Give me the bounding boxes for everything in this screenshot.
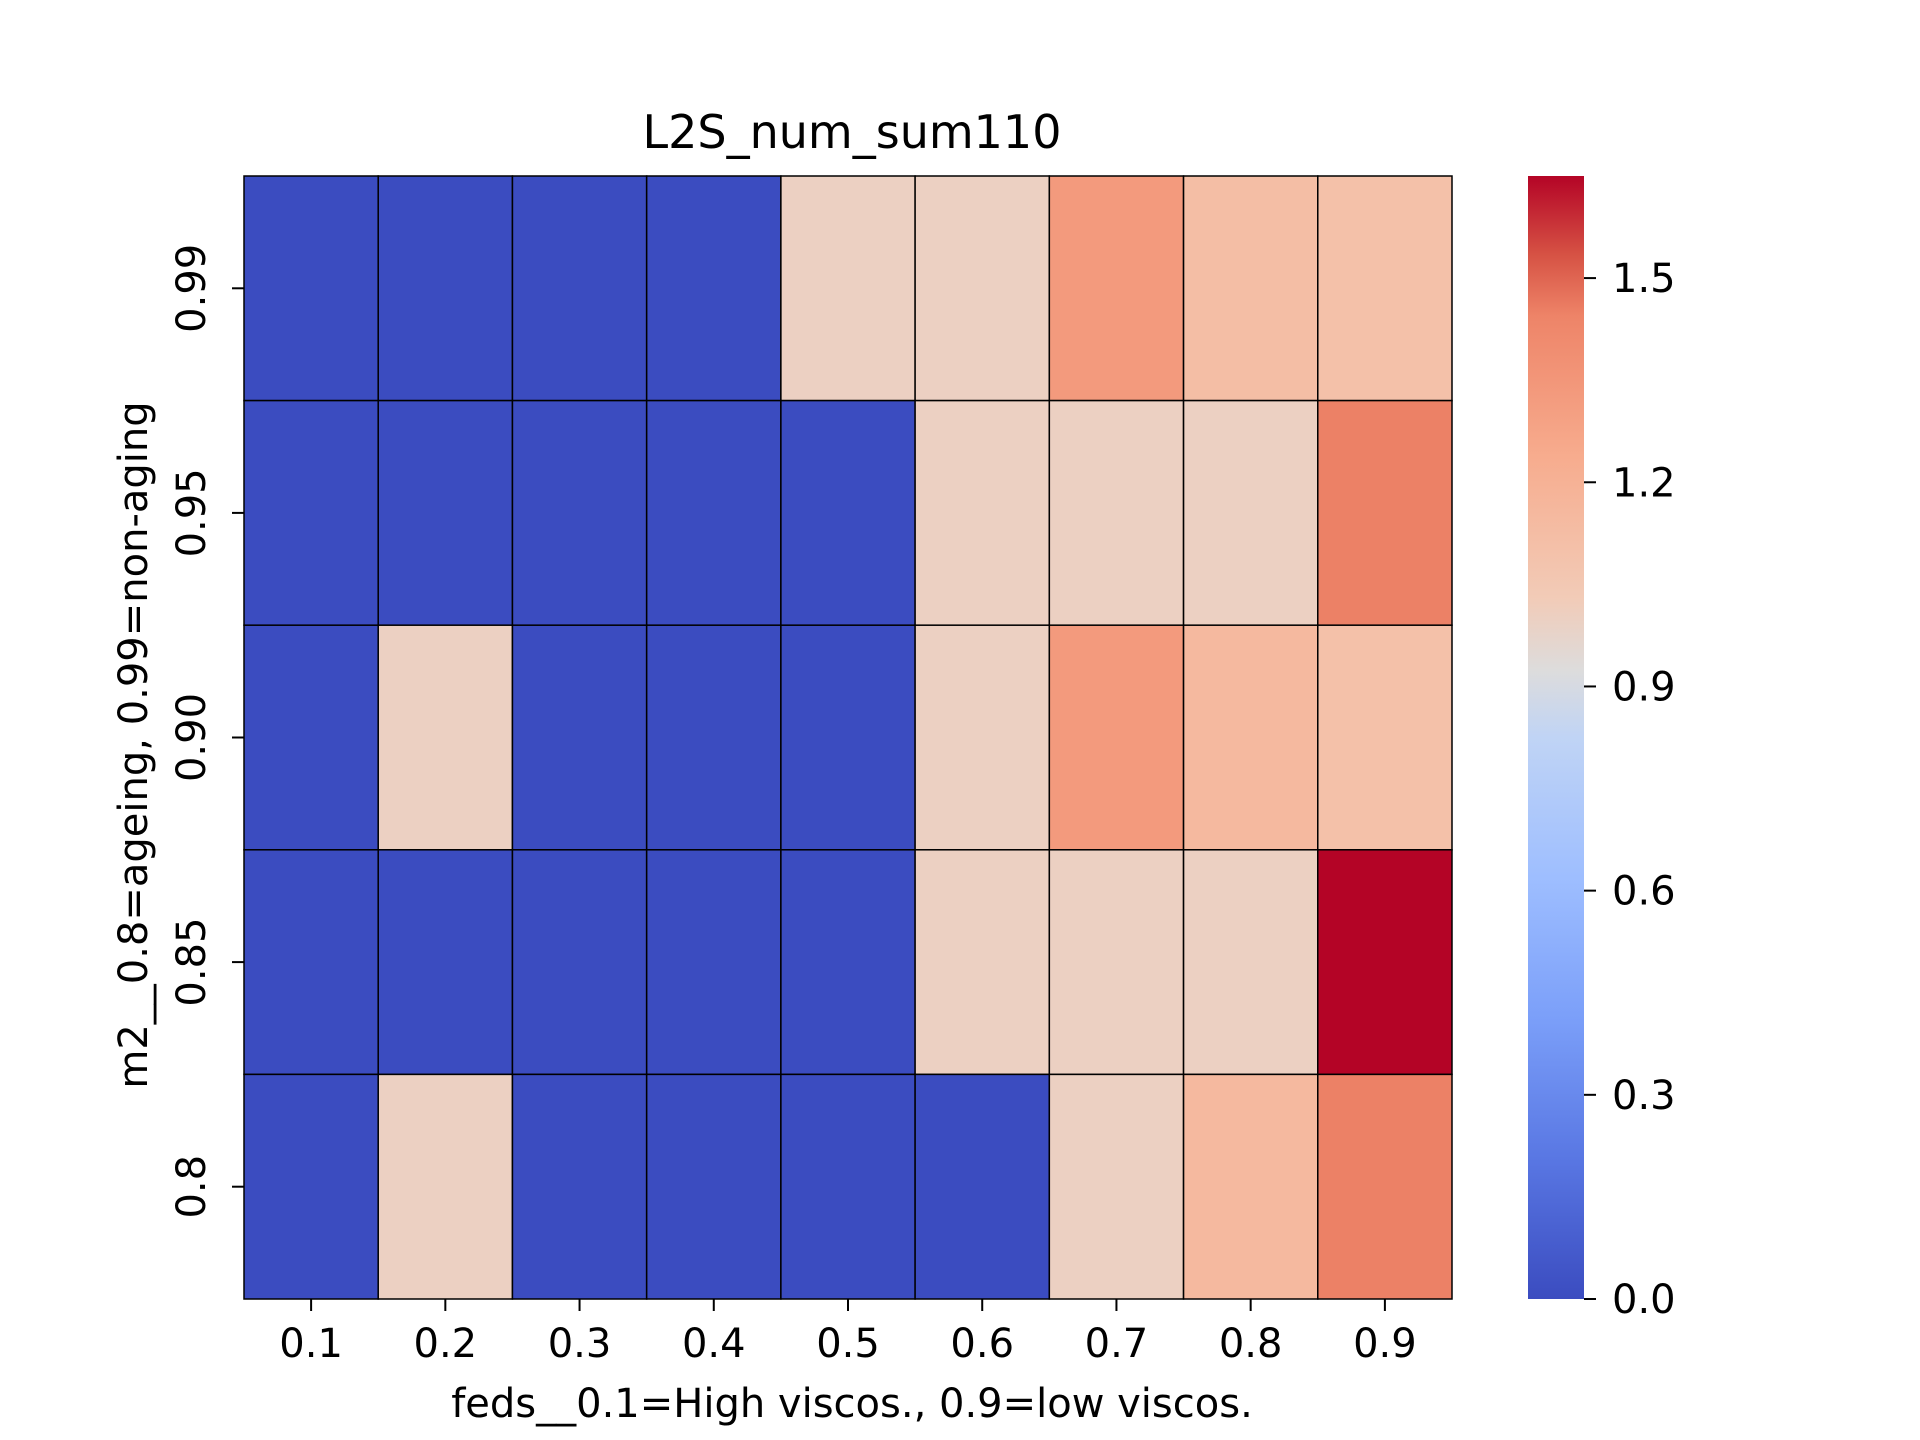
colorbar-tick-label: 1.2: [1612, 460, 1676, 506]
heatmap-cell: [1182, 624, 1319, 851]
heatmap-cell: [511, 399, 648, 626]
heatmap-cell: [1048, 399, 1185, 626]
heatmap-cell: [1048, 624, 1185, 851]
heatmap-cell: [1182, 849, 1319, 1076]
y-axis-label: m2__0.8=ageing, 0.99=non-aging: [111, 401, 157, 1088]
x-tick-label: 0.5: [816, 1321, 880, 1367]
x-tick-label: 0.3: [548, 1321, 612, 1367]
colorbar-tick-label: 0.0: [1612, 1277, 1676, 1323]
heatmap-cell: [780, 849, 916, 1076]
x-tick-label: 0.9: [1353, 1321, 1417, 1367]
heatmap-cell: [511, 849, 648, 1076]
x-axis: 0.1 0.2 0.3 0.4 0.5 0.6 0.7 0.8 0.9: [279, 1299, 1417, 1367]
y-tick-label: 0.99: [169, 244, 215, 333]
heatmap-cell: [377, 849, 514, 1076]
heatmap-cell: [243, 175, 379, 402]
x-tick-label: 0.6: [950, 1321, 1014, 1367]
heatmap-cell: [1182, 175, 1319, 402]
heatmap-cell: [243, 399, 379, 626]
heatmap-cell: [243, 849, 379, 1076]
heatmap-cell: [645, 399, 782, 626]
heatmap-cell: [1317, 1073, 1453, 1300]
heatmap-cell: [243, 624, 379, 851]
heatmap-cell: [1317, 849, 1453, 1076]
heatmap-cell: [1182, 1073, 1319, 1300]
heatmap-cell: [1317, 624, 1453, 851]
heatmap-cell: [1048, 175, 1185, 402]
heatmap-cell: [914, 175, 1051, 402]
heatmap-cell: [1317, 399, 1453, 626]
colorbar: [1528, 176, 1584, 1299]
x-axis-label: feds__0.1=High viscos., 0.9=low viscos.: [451, 1381, 1253, 1427]
x-tick-label: 0.2: [414, 1321, 478, 1367]
heatmap-cell: [377, 624, 514, 851]
heatmap-cell: [645, 1073, 782, 1300]
heatmap-cell: [511, 624, 648, 851]
heatmap-cell: [914, 1073, 1051, 1300]
colorbar-tick-label: 1.5: [1612, 256, 1676, 302]
colorbar-tick-label: 0.9: [1612, 664, 1676, 710]
heatmap-cell: [1182, 399, 1319, 626]
heatmap-cell: [780, 175, 916, 402]
heatmap-cell: [1048, 849, 1185, 1076]
y-tick-label: 0.90: [169, 693, 215, 782]
chart-title: L2S_num_sum110: [643, 105, 1062, 159]
heatmap-cells: [243, 175, 1453, 1300]
x-tick-label: 0.8: [1219, 1321, 1283, 1367]
heatmap-cell: [914, 849, 1051, 1076]
heatmap-cell: [1048, 1073, 1185, 1300]
x-tick-label: 0.7: [1085, 1321, 1149, 1367]
heatmap-cell: [377, 399, 514, 626]
heatmap-cell: [914, 624, 1051, 851]
heatmap-cell: [243, 1073, 379, 1300]
x-tick-label: 0.4: [682, 1321, 746, 1367]
heatmap-cell: [645, 624, 782, 851]
heatmap-cell: [914, 399, 1051, 626]
heatmap-cell: [780, 399, 916, 626]
heatmap-cell: [511, 175, 648, 402]
heatmap-cell: [780, 1073, 916, 1300]
heatmap-cell: [645, 175, 782, 402]
colorbar-tick-label: 0.3: [1612, 1073, 1676, 1119]
colorbar-axis: 0.0 0.3 0.6 0.9 1.2 1.5: [1584, 256, 1676, 1323]
x-tick-label: 0.1: [279, 1321, 343, 1367]
heatmap-cell: [1317, 175, 1453, 402]
y-axis: 0.99 0.95 0.90 0.85 0.8: [169, 244, 244, 1219]
heatmap-cell: [377, 1073, 514, 1300]
y-tick-label: 0.8: [169, 1155, 215, 1219]
y-tick-label: 0.95: [169, 468, 215, 557]
heatmap-cell: [377, 175, 514, 402]
y-tick-label: 0.85: [169, 918, 215, 1007]
heatmap-cell: [645, 849, 782, 1076]
heatmap-cell: [780, 624, 916, 851]
colorbar-tick-label: 0.6: [1612, 869, 1676, 915]
heatmap-cell: [511, 1073, 648, 1300]
